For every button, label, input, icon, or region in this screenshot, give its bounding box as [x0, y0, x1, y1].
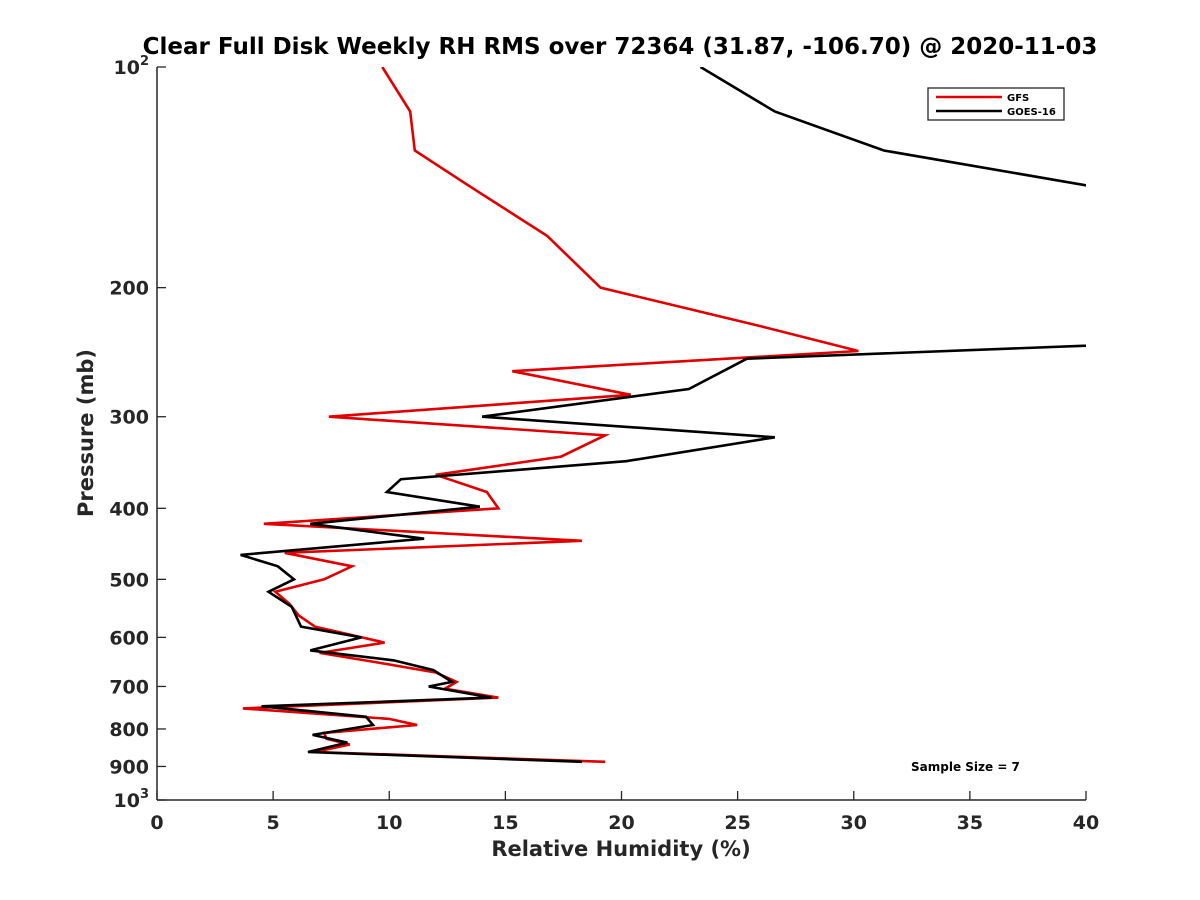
x-tick-label: 25	[724, 812, 750, 834]
y-tick-label: 700	[109, 676, 149, 698]
y-tick-label: 500	[109, 569, 149, 591]
y-tick-group: 102 200 300 400 500 600 700 800 900 103	[109, 54, 166, 812]
x-tick-label: 40	[1073, 812, 1099, 834]
x-tick-label: 5	[267, 812, 280, 834]
x-tick-label: 15	[492, 812, 518, 834]
y-tick-label: 103	[114, 787, 150, 812]
x-tick-label: 30	[841, 812, 867, 834]
x-tick-label: 20	[608, 812, 634, 834]
series-line-goes16	[240, 67, 1086, 764]
x-axis-label: Relative Humidity (%)	[491, 837, 750, 861]
series-layer	[240, 67, 1086, 764]
x-tick-label: 10	[376, 812, 402, 834]
x-tick-label: 35	[957, 812, 983, 834]
y-axis-label: Pressure (mb)	[74, 349, 98, 517]
y-tick-label: 400	[109, 498, 149, 520]
legend: GFS GOES-16	[927, 87, 1065, 121]
legend-box	[927, 87, 1065, 121]
legend-label-gfs: GFS	[1007, 93, 1029, 104]
y-tick-label: 600	[109, 627, 149, 649]
y-tick-label: 200	[109, 278, 149, 300]
y-tick-label: 102	[114, 54, 150, 79]
y-tick-label: 800	[109, 719, 149, 741]
legend-label-goes16: GOES-16	[1007, 107, 1056, 118]
x-tick-label: 0	[150, 812, 163, 834]
y-tick-label: 300	[109, 407, 149, 429]
x-tick-group: 0 5 10 15 20 25 30 35 40	[150, 791, 1099, 834]
y-tick-label: 900	[109, 756, 149, 778]
chart-title: Clear Full Disk Weekly RH RMS over 72364…	[143, 34, 1098, 60]
series-line-gfs	[242, 67, 859, 764]
sample-size-note: Sample Size = 7	[911, 760, 1020, 774]
